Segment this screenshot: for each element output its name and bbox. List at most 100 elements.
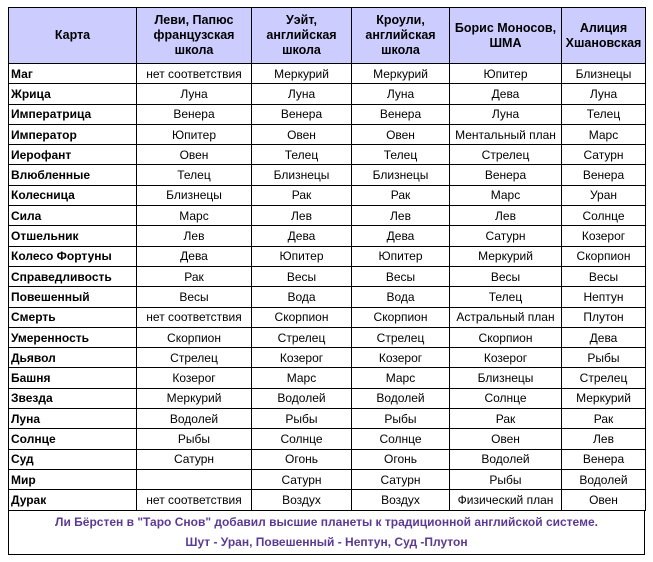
correspondence-cell: Рыбы — [351, 408, 450, 430]
correspondence-cell: Вода — [351, 286, 450, 308]
correspondence-cell: Венера — [449, 164, 562, 186]
correspondence-cell: Дева — [251, 225, 352, 247]
correspondence-cell: Солнце — [561, 205, 646, 227]
correspondence-cell: Марс — [351, 367, 450, 389]
correspondence-cell: Юпитер — [351, 245, 450, 267]
header-levi-papus: Леви, Папюс французская школа — [136, 7, 252, 64]
card-name-cell: Солнце — [8, 428, 137, 450]
correspondence-cell: Меркурий — [351, 62, 450, 85]
correspondence-cell: Телец — [251, 144, 352, 166]
card-name-cell: Влюбленные — [8, 164, 137, 186]
correspondence-cell: Меркурий — [449, 245, 562, 267]
correspondence-cell: Телец — [449, 286, 562, 308]
correspondence-cell: Рыбы — [136, 428, 252, 450]
correspondence-cell: Стрелец — [251, 326, 352, 349]
correspondence-cell: Козерог — [136, 367, 252, 389]
card-name-cell: Смерть — [8, 306, 137, 328]
card-name-cell: Отшельник — [8, 225, 137, 247]
correspondence-cell: Луна — [561, 83, 646, 105]
card-name-cell: Луна — [8, 408, 137, 430]
table-row: Жрица Луна Луна Луна Дева Луна — [8, 83, 646, 105]
table-row: Колесо Фортуны Дева Юпитер Юпитер Меркурий Ск… — [8, 245, 646, 267]
card-name-cell: Повешенный — [8, 286, 137, 308]
correspondence-cell: нет соответствия — [136, 489, 252, 511]
table-row: Дьявол Стрелец Козерог Козерог Козерог Рыбы — [8, 347, 646, 369]
correspondence-cell: Близнецы — [136, 184, 252, 207]
header-waite: Уэйт, английская школа — [251, 7, 352, 64]
card-name-cell: Мир — [8, 468, 137, 491]
correspondence-cell: Сатурн — [251, 468, 352, 491]
correspondence-cell: Козерог — [561, 225, 646, 247]
tarot-correspondence-sheet: Карта Леви, Папюс французская школа Уэйт… — [8, 7, 646, 555]
correspondence-cell: Меркурий — [251, 62, 352, 85]
correspondence-cell: Водолей — [136, 408, 252, 430]
correspondence-cell: Близнецы — [251, 164, 352, 186]
table-row: Повешенный Весы Вода Вода Телец Нептун — [8, 286, 646, 308]
correspondence-cell: Дева — [449, 83, 562, 105]
table-row: Император Юпитер Овен Овен Ментальный план Ма… — [8, 123, 646, 146]
correspondence-cell: Сатурн — [351, 468, 450, 491]
correspondence-cell: Рак — [449, 408, 562, 430]
correspondence-cell: Лев — [561, 428, 646, 450]
correspondence-cell: Рак — [561, 408, 646, 430]
correspondence-cell: Юпитер — [449, 62, 562, 85]
correspondence-cell: Огонь — [251, 448, 352, 470]
header-card: Карта — [8, 7, 137, 64]
header-row: Карта Леви, Папюс французская школа Уэйт… — [8, 7, 646, 64]
correspondence-cell: Сатурн — [449, 225, 562, 247]
card-name-cell: Сила — [8, 205, 137, 227]
correspondence-cell: Телец — [561, 103, 646, 125]
correspondence-cell: Юпитер — [251, 245, 352, 267]
correspondence-cell: Лев — [351, 205, 450, 227]
correspondence-cell: Овен — [449, 428, 562, 450]
correspondence-cell: Весы — [136, 286, 252, 308]
correspondence-cell: Козерог — [351, 347, 450, 369]
correspondence-cell: Стрелец — [136, 347, 252, 369]
correspondence-cell: Скорпион — [351, 306, 450, 328]
table-row: Отшельник Лев Дева Дева Сатурн Козерог — [8, 225, 646, 247]
correspondence-cell: Воздух — [351, 489, 450, 511]
correspondence-cell: Рак — [351, 184, 450, 207]
correspondence-cell: Весы — [251, 265, 352, 288]
correspondence-cell: Марс — [561, 123, 646, 146]
correspondence-cell: Рак — [136, 265, 252, 288]
correspondence-cell: Телец — [136, 164, 252, 186]
correspondence-cell: Скорпион — [449, 326, 562, 349]
table-row: Колесница Близнецы Рак Рак Марс Уран — [8, 184, 646, 207]
correspondence-cell: Воздух — [251, 489, 352, 511]
correspondence-cell: Луна — [351, 83, 450, 105]
correspondence-cell: Стрелец — [351, 326, 450, 349]
card-name-cell: Императрица — [8, 103, 137, 125]
card-name-cell: Колесница — [8, 184, 137, 207]
correspondence-cell: Скорпион — [561, 245, 646, 267]
correspondence-cell: Скорпион — [251, 306, 352, 328]
correspondence-cell: Близнецы — [351, 164, 450, 186]
header-khshanovskaya: Алиция Хшановская — [561, 7, 646, 64]
correspondence-cell: Венера — [561, 164, 646, 186]
correspondence-cell: Огонь — [351, 448, 450, 470]
card-name-cell: Жрица — [8, 83, 137, 105]
table-row: Смерть нет соответствия Скорпион Скорпион Ас… — [8, 306, 646, 328]
correspondence-cell: Дева — [351, 225, 450, 247]
header-monosov: Борис Моносов, ШМА — [449, 7, 562, 64]
correspondence-cell: Уран — [561, 184, 646, 207]
correspondence-cell: Венера — [561, 448, 646, 470]
correspondence-cell: Марс — [251, 367, 352, 389]
table-row: Влюбленные Телец Близнецы Близнецы Венера Вен… — [8, 164, 646, 186]
footnote-line-2: Шут - Уран, Повешенный - Нептун, Суд -Пл… — [185, 535, 468, 550]
card-name-cell: Справедливость — [8, 265, 137, 288]
card-name-cell: Умеренность — [8, 326, 137, 349]
correspondence-cell: Водолей — [251, 387, 352, 410]
correspondence-cell: Рыбы — [561, 347, 646, 369]
correspondence-cell: Венера — [351, 103, 450, 125]
correspondence-cell: Стрелец — [449, 144, 562, 166]
correspondence-cell: Ментальный план — [449, 123, 562, 146]
correspondence-cell: Козерог — [449, 347, 562, 369]
correspondence-cell: Физический план — [449, 489, 562, 511]
correspondence-cell: Рыбы — [449, 468, 562, 491]
table-row: Суд Сатурн Огонь Огонь Водолей Венера — [8, 448, 646, 470]
correspondence-cell: Меркурий — [136, 387, 252, 410]
footnote-line-1: Ли Бёрстен в "Таро Снов" добавил высшие … — [55, 515, 598, 530]
correspondence-cell: Козерог — [251, 347, 352, 369]
correspondence-cell: Водолей — [561, 468, 646, 491]
